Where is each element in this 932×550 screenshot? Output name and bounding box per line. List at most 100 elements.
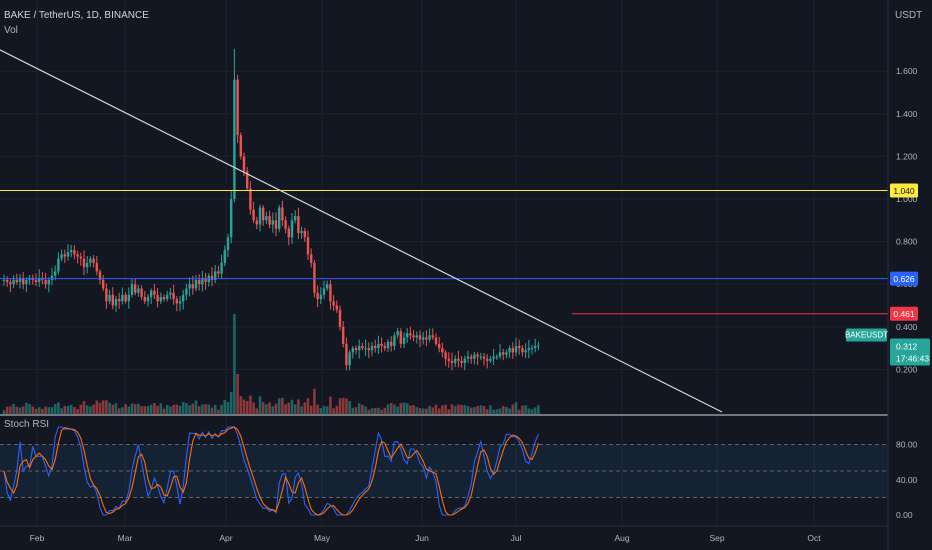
candle bbox=[444, 352, 447, 359]
candle bbox=[457, 358, 460, 361]
volume-bar bbox=[117, 408, 121, 414]
volume-bar bbox=[383, 407, 387, 414]
volume-bar bbox=[229, 392, 233, 414]
volume-bar bbox=[508, 408, 511, 414]
rsi-axis[interactable]: 0.00 40.00 80.00 bbox=[896, 440, 918, 520]
symbol-title[interactable]: BAKE / TetherUS, 1D, BINANCE bbox=[4, 10, 149, 21]
candle bbox=[409, 333, 412, 336]
volume-bar bbox=[121, 407, 124, 414]
candle bbox=[316, 292, 319, 300]
volume-bar bbox=[268, 402, 271, 414]
month-label: Mar bbox=[118, 533, 133, 543]
candle bbox=[9, 282, 12, 285]
volume-bar bbox=[178, 405, 182, 414]
candle bbox=[15, 279, 18, 283]
volume-bar bbox=[530, 409, 534, 414]
last-price-label bbox=[890, 338, 930, 366]
volume-bar bbox=[357, 403, 361, 414]
volume-bar bbox=[255, 408, 259, 414]
volume-bar bbox=[489, 405, 492, 414]
candle bbox=[220, 262, 223, 274]
volume-bar bbox=[335, 405, 339, 414]
horizontal-levels[interactable] bbox=[0, 189, 888, 315]
candle bbox=[380, 343, 383, 346]
candle bbox=[518, 345, 521, 349]
candle bbox=[431, 335, 434, 338]
candle bbox=[338, 309, 342, 327]
volume-bar bbox=[233, 314, 236, 414]
candle bbox=[134, 284, 137, 293]
candle bbox=[441, 348, 444, 353]
currency-label: USDT bbox=[895, 10, 923, 21]
volume-bar bbox=[220, 404, 223, 414]
candle bbox=[252, 209, 255, 221]
price-tick-label: 0.200 bbox=[896, 364, 918, 374]
volume-bar bbox=[66, 405, 70, 414]
candle bbox=[146, 296, 150, 302]
volume-bar bbox=[501, 406, 505, 414]
volume-bar bbox=[73, 407, 76, 414]
volume-bars bbox=[2, 314, 540, 414]
last-price-text: 0.312 bbox=[896, 342, 918, 352]
volume-bar bbox=[287, 402, 291, 414]
trendline[interactable] bbox=[0, 49, 723, 413]
candle bbox=[143, 296, 146, 302]
candle bbox=[460, 360, 463, 364]
volume-bar bbox=[34, 408, 38, 414]
month-label: Jul bbox=[511, 533, 522, 543]
candle bbox=[418, 335, 422, 340]
candle bbox=[130, 284, 134, 295]
volume-bar bbox=[9, 406, 12, 414]
candle bbox=[332, 301, 335, 306]
volume-bar bbox=[223, 399, 227, 414]
candle bbox=[63, 254, 66, 257]
candle bbox=[396, 331, 399, 336]
grid bbox=[0, 0, 888, 526]
candle bbox=[246, 171, 249, 189]
candle bbox=[242, 156, 246, 172]
volume-bar bbox=[12, 403, 15, 414]
candle bbox=[108, 294, 111, 302]
volume-bar bbox=[533, 407, 537, 414]
candle bbox=[470, 356, 473, 359]
volume-bar bbox=[425, 408, 428, 414]
candle bbox=[322, 288, 326, 295]
volume-bar bbox=[175, 404, 179, 414]
candle bbox=[57, 258, 60, 272]
volume-bar bbox=[159, 403, 163, 414]
candle bbox=[18, 277, 22, 283]
candle bbox=[393, 335, 396, 346]
candle bbox=[313, 262, 316, 293]
candle bbox=[274, 220, 278, 229]
candle bbox=[236, 79, 239, 136]
volume-bar bbox=[405, 403, 409, 414]
candle bbox=[306, 237, 310, 255]
volume-bar bbox=[341, 397, 345, 414]
volume-bar bbox=[226, 401, 230, 414]
candle bbox=[329, 284, 332, 302]
candle bbox=[310, 254, 313, 263]
volume-bar bbox=[37, 407, 41, 414]
candle bbox=[239, 135, 242, 157]
level-price-text: 0.461 bbox=[893, 309, 915, 319]
time-axis[interactable]: Feb Mar Apr May Jun Jul Aug Sep Oct bbox=[30, 533, 822, 543]
volume-bar bbox=[50, 407, 54, 414]
rsi-tick-label: 80.00 bbox=[896, 440, 918, 450]
candle bbox=[137, 288, 140, 293]
volume-bar bbox=[18, 407, 22, 414]
volume-bar bbox=[153, 403, 156, 414]
volume-bar bbox=[63, 405, 67, 414]
volume-label[interactable]: Vol bbox=[4, 25, 18, 36]
volume-bar bbox=[101, 400, 105, 414]
volume-bar bbox=[44, 406, 47, 414]
level-price-text: 1.040 bbox=[893, 186, 915, 196]
volume-bar bbox=[521, 405, 524, 414]
volume-bar bbox=[514, 402, 518, 414]
candle bbox=[438, 343, 441, 349]
volume-bar bbox=[399, 403, 403, 414]
candle bbox=[178, 301, 182, 304]
volume-bar bbox=[482, 405, 486, 414]
indicator-title[interactable]: Stoch RSI bbox=[4, 419, 50, 430]
volume-bar bbox=[108, 402, 111, 414]
